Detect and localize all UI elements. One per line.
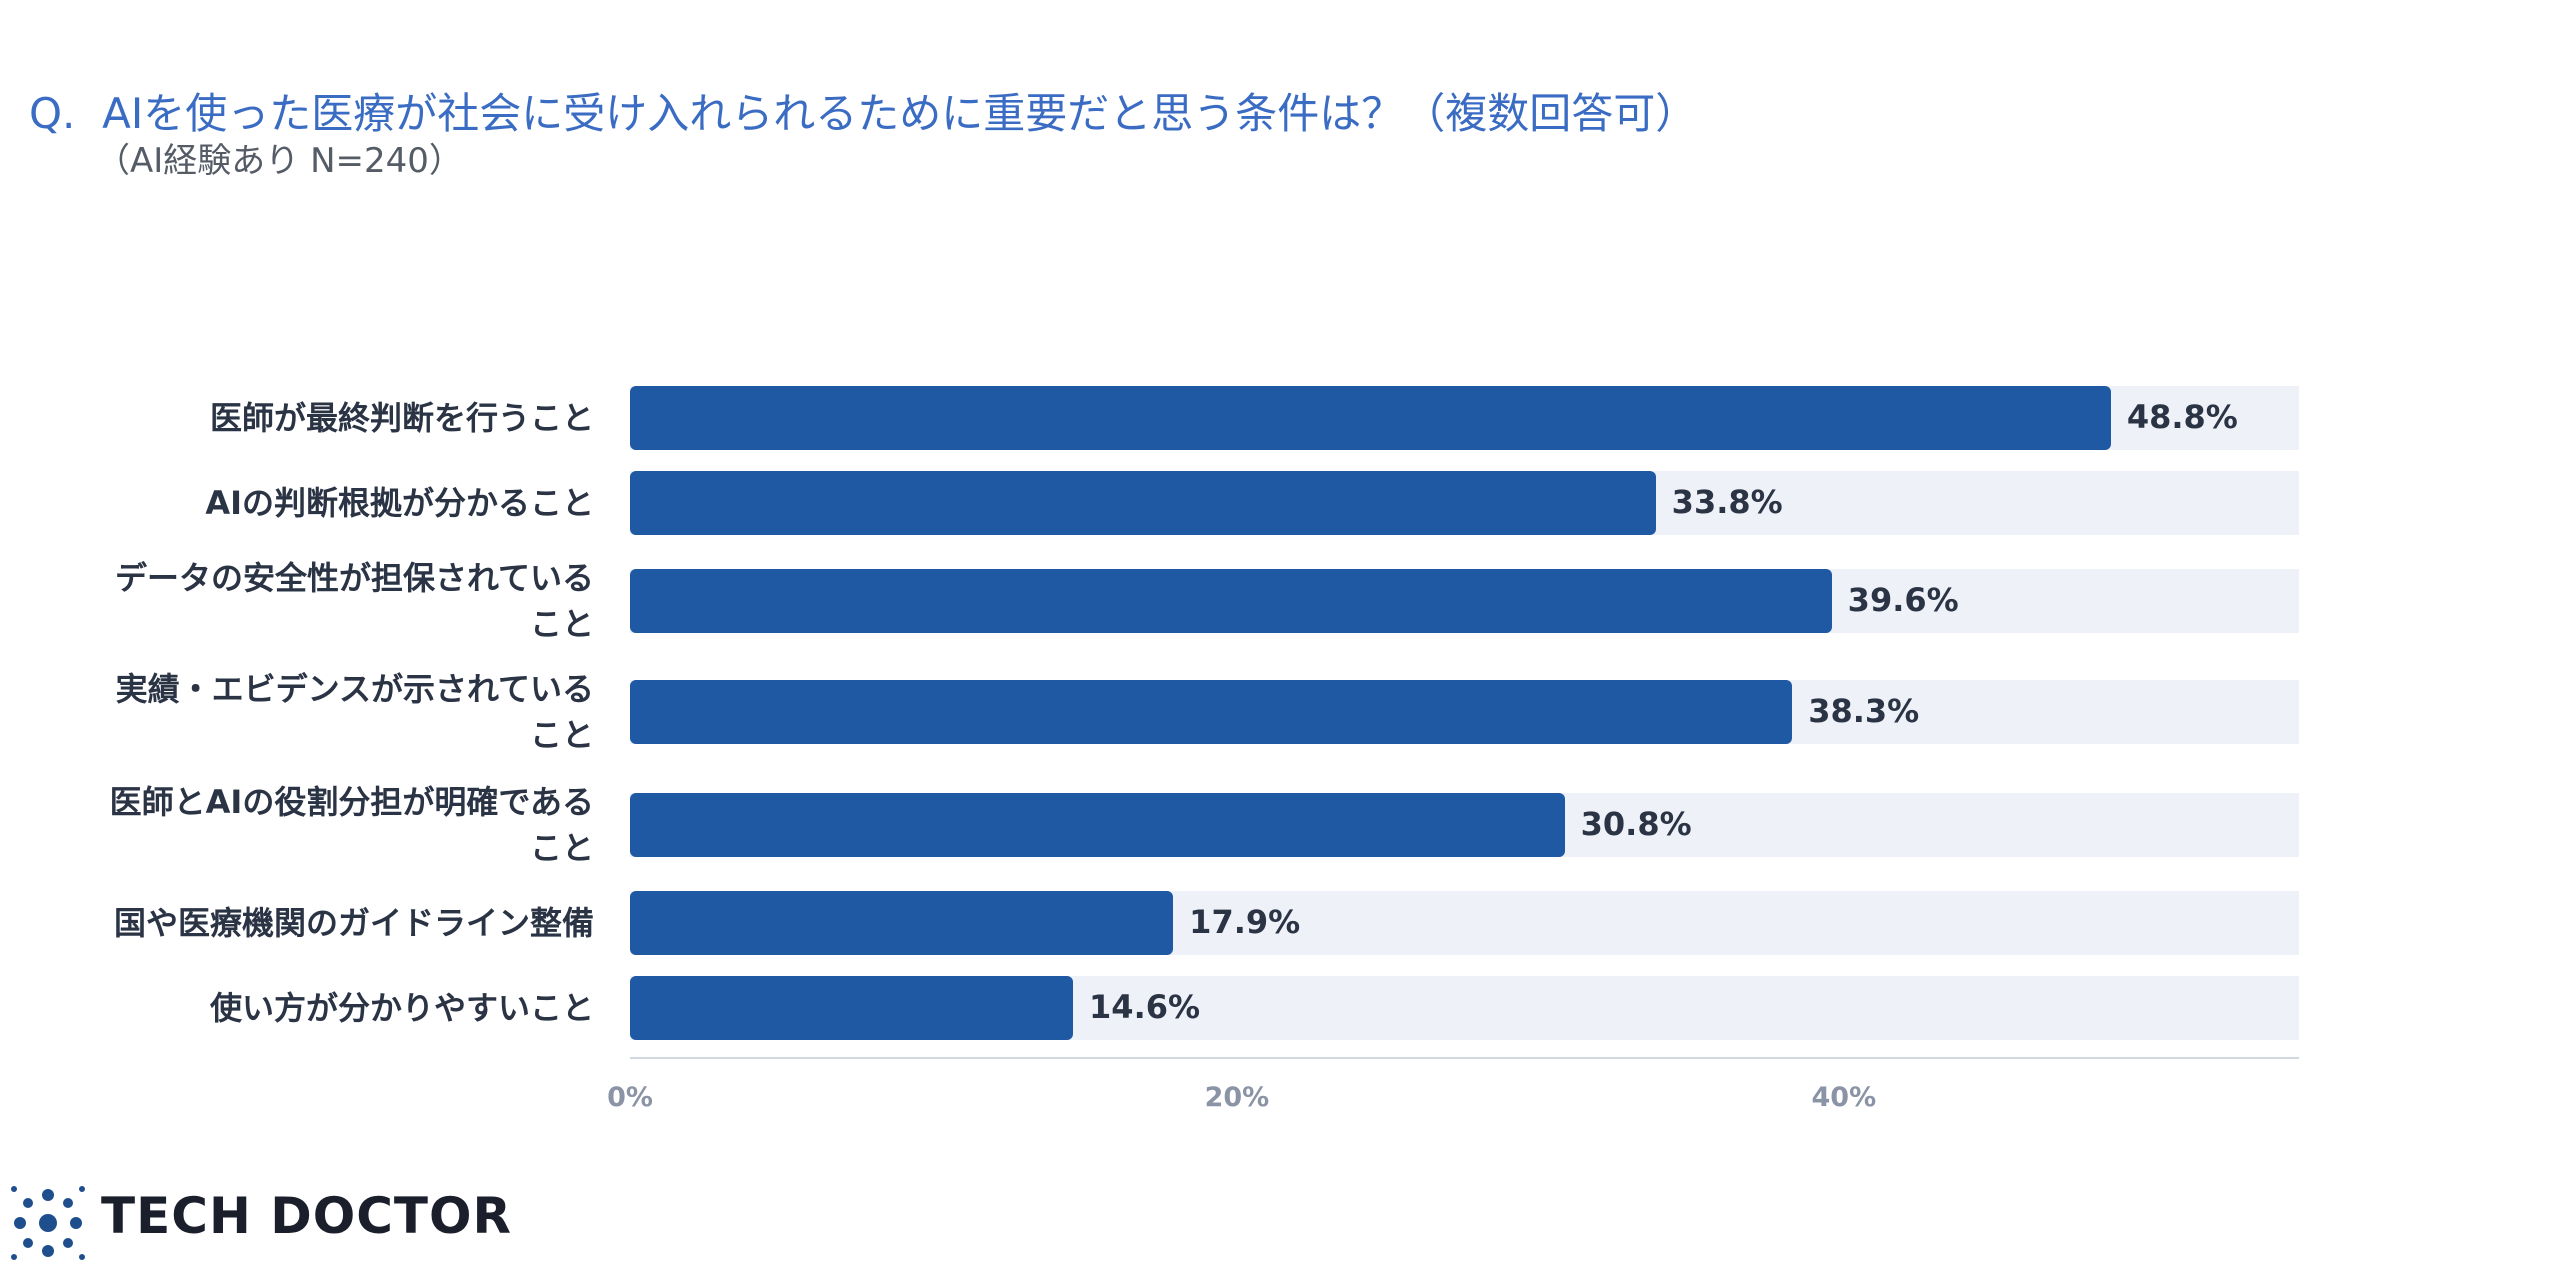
value-label: 17.9% [1189, 903, 1301, 941]
x-tick-label: 20% [1204, 1082, 1270, 1113]
category-label: 医師が最終判断を行うこと [209, 399, 594, 437]
chart-title: Q. AIを使った医療が社会に受け入れられるために重要だと思う条件は？（複数回答… [29, 89, 1698, 138]
category-label: 医師とAIの役割分担が明確であること [109, 783, 594, 867]
category-label: 実績・エビデンスが示されていること [115, 670, 594, 754]
category-label: 使い方が分かりやすいこと [209, 989, 594, 1027]
bar [630, 891, 1174, 955]
category-label: AIの判断根拠が分かること [205, 484, 594, 522]
category-label: 国や医療機関のガイドライン整備 [113, 904, 594, 942]
bar [630, 793, 1565, 857]
value-label: 39.6% [1847, 581, 1959, 619]
value-label: 48.8% [2126, 398, 2238, 436]
logo-icon [11, 1186, 85, 1260]
bar [630, 569, 1832, 633]
bar [630, 386, 2111, 450]
bar [630, 680, 1793, 744]
bar [630, 976, 1074, 1040]
value-label: 38.3% [1808, 692, 1920, 730]
value-label: 30.8% [1580, 805, 1692, 843]
x-tick-label: 0% [607, 1082, 653, 1113]
x-tick-label: 40% [1811, 1082, 1877, 1113]
chart-subtitle: （AI経験あり N=240） [96, 141, 463, 181]
bar [630, 471, 1656, 535]
value-label: 14.6% [1089, 988, 1201, 1026]
x-axis-line [630, 1057, 2299, 1059]
logo-text: TECH DOCTOR [101, 1187, 513, 1245]
value-label: 33.8% [1671, 483, 1783, 521]
category-label: データの安全性が担保されていること [114, 559, 594, 643]
